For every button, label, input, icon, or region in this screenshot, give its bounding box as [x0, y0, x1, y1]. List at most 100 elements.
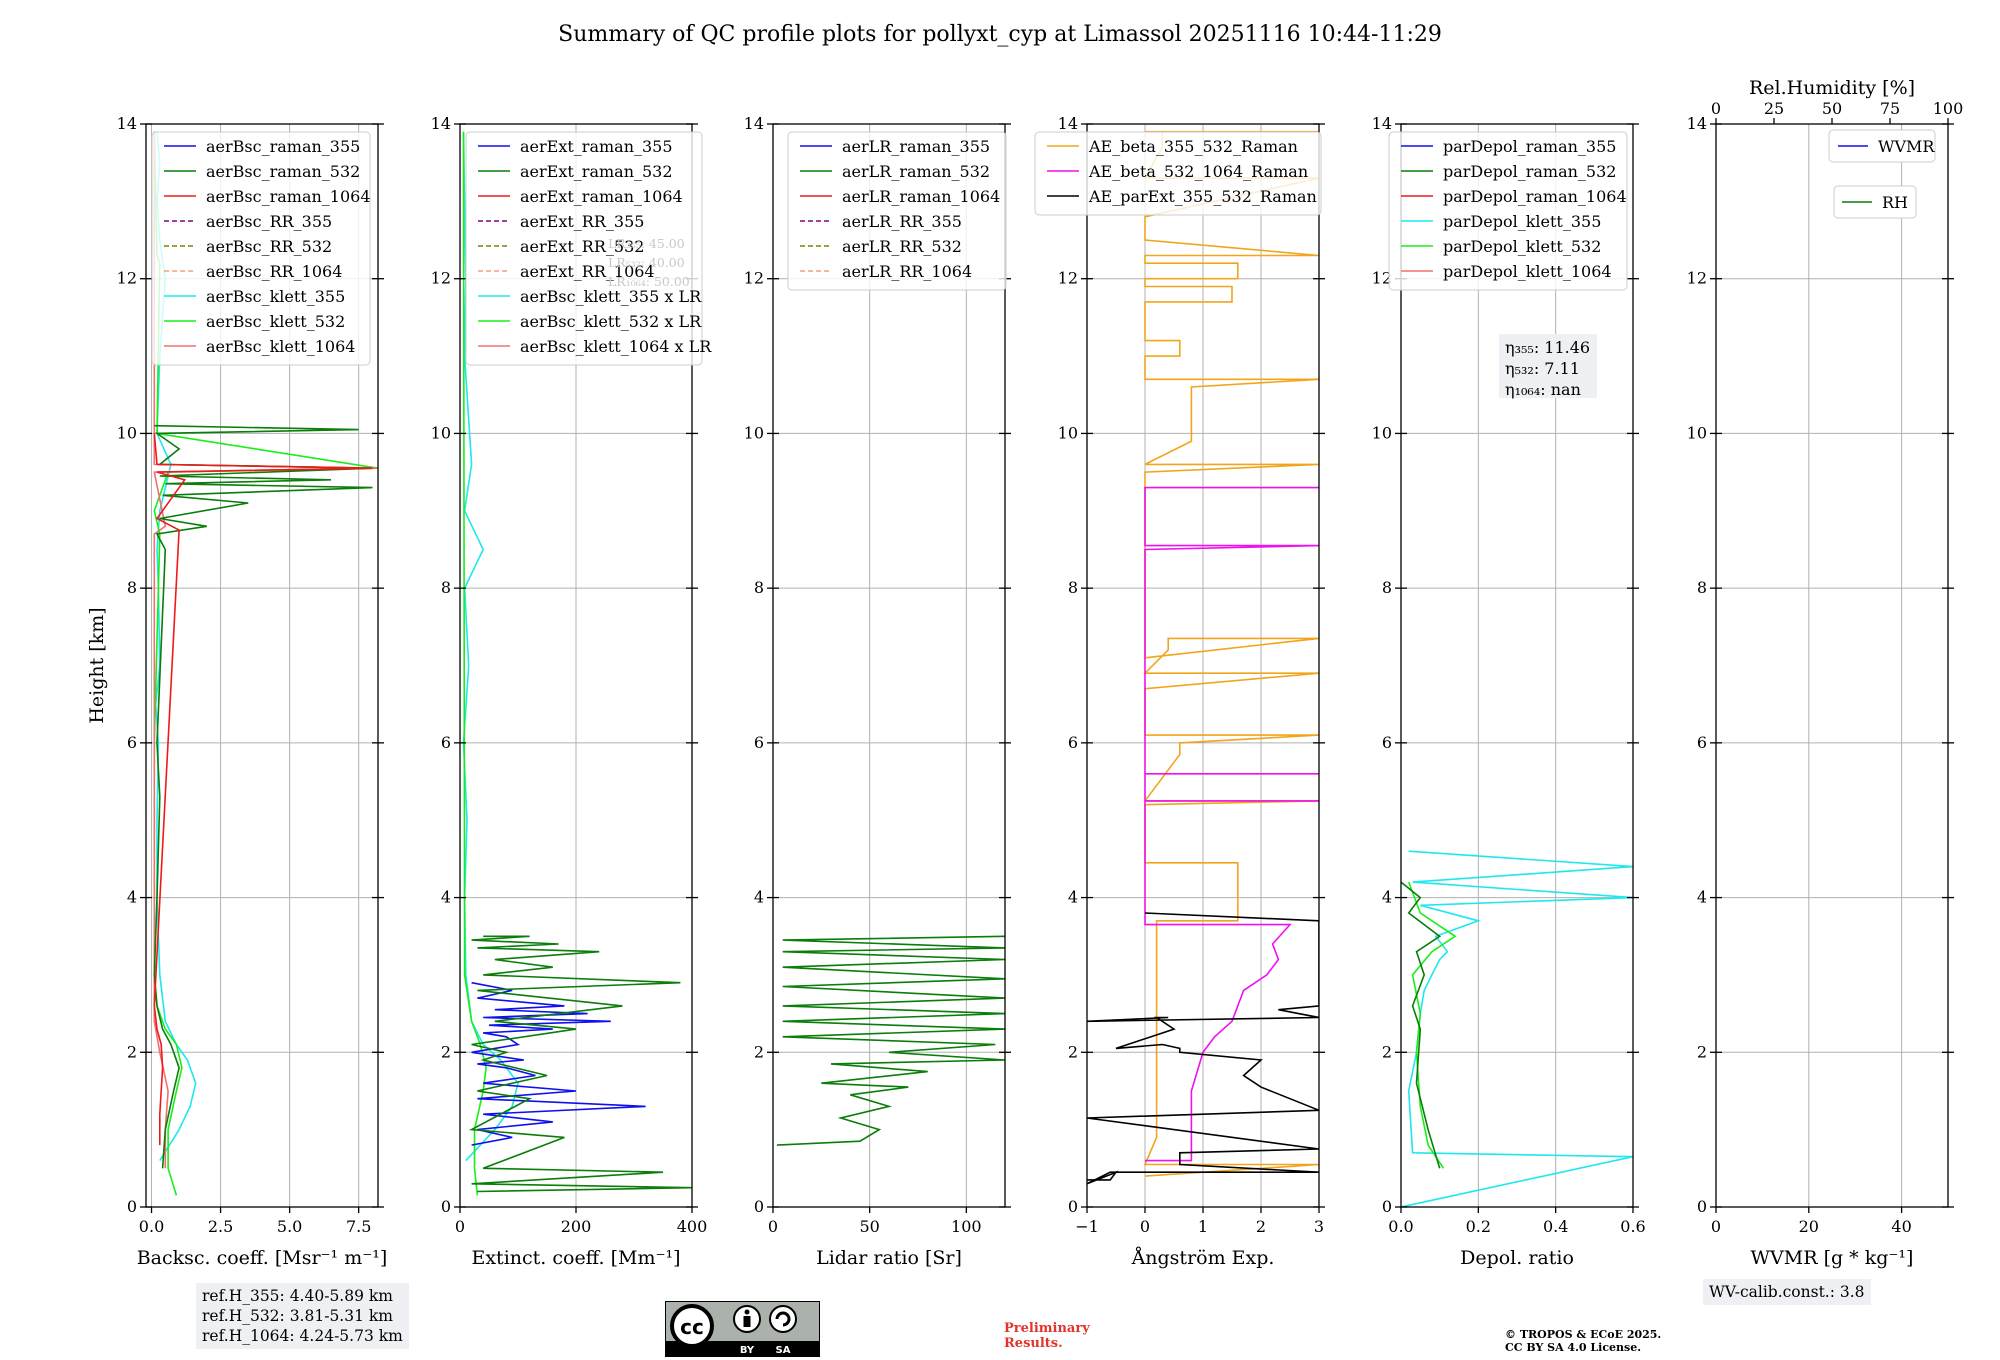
- copyright-line2: CC BY SA 4.0 License.: [1505, 1341, 1642, 1354]
- x-tick-label: 40: [1891, 1217, 1911, 1236]
- panel-depolarization: 0 2 4 6 8 10 12 14 0.0 0.2 0.4 0.6 Depol. ratio parDe…: [1372, 114, 1646, 1269]
- legend-label-aerBsc_klett_355 x LR: aerBsc_klett_355 x LR: [520, 287, 702, 306]
- lr-label: LR₅₃₂: 40.00: [608, 255, 685, 270]
- y-tick-label: 10: [431, 423, 451, 442]
- series-line-aerExt_raman_532: [468, 935, 692, 1193]
- legend-label-aerExt_RR_355: aerExt_RR_355: [520, 212, 644, 231]
- series-line-aerBsc_klett_355 x LR: [462, 131, 519, 1162]
- y-tick-label: 4: [1697, 888, 1707, 907]
- legend-label-aerBsc_klett_1064: aerBsc_klett_1064: [206, 337, 355, 356]
- series-group: [153, 131, 378, 1196]
- series-line-aerExt_raman_355: [471, 981, 646, 1146]
- legend-label-wvmr: WVMR: [1878, 137, 1935, 156]
- y-tick-label: 8: [1382, 578, 1392, 597]
- eta-box-bg: [1499, 334, 1597, 398]
- y-tick-label: 0: [1697, 1197, 1707, 1216]
- preliminary-line1: Preliminary: [1004, 1321, 1090, 1336]
- y-tick-label: 14: [431, 114, 451, 133]
- x-axis-label: Extinct. coeff. [Mm⁻¹]: [471, 1247, 680, 1269]
- legend-label-aerBsc_klett_532: aerBsc_klett_532: [206, 312, 345, 331]
- y-tick-label: 6: [441, 733, 451, 752]
- legend-box: [1828, 129, 1936, 163]
- y-tick-label: 4: [441, 888, 451, 907]
- x-tick-label: 0: [1140, 1217, 1150, 1236]
- svg-text:cc: cc: [680, 1315, 704, 1339]
- y-tick-label: 10: [1058, 423, 1078, 442]
- y-tick-label: 12: [744, 269, 764, 288]
- legend-label-aerLR_raman_532: aerLR_raman_532: [842, 162, 990, 181]
- legend-label-aerBsc_raman_1064: aerBsc_raman_1064: [206, 187, 371, 206]
- y-tick-label: 4: [754, 888, 764, 907]
- x-axis-label: WVMR [g * kg⁻¹]: [1751, 1247, 1914, 1269]
- top-x-axis-label: Rel.Humidity [%]: [1749, 77, 1915, 99]
- x-tick-label: 3: [1314, 1217, 1324, 1236]
- y-tick-label: 12: [1372, 269, 1392, 288]
- legend-label-aerExt_raman_532: aerExt_raman_532: [520, 162, 673, 181]
- x-axis-label: Backsc. coeff. [Msr⁻¹ m⁻¹]: [137, 1247, 388, 1269]
- preliminary-line2: Results.: [1004, 1336, 1063, 1351]
- y-tick-label: 6: [1382, 733, 1392, 752]
- x-tick-label: 0.4: [1543, 1217, 1568, 1236]
- x-axis-label: Lidar ratio [Sr]: [816, 1247, 962, 1269]
- x-tick-label: 2.5: [208, 1217, 233, 1236]
- y-tick-label: 10: [744, 423, 764, 442]
- legend-label-aerBsc_klett_355: aerBsc_klett_355: [206, 287, 345, 306]
- legend: AE_beta_355_532_Raman AE_beta_532_1064_Ra…: [1034, 131, 1322, 216]
- y-tick-label: 4: [1382, 888, 1392, 907]
- y-tick-label: 6: [1697, 733, 1707, 752]
- x-tick-label: 2: [1256, 1217, 1266, 1236]
- x-tick-label: 0: [455, 1217, 465, 1236]
- legend-label-parDepol_klett_1064: parDepol_klett_1064: [1443, 262, 1612, 281]
- legend-box: [787, 131, 1007, 291]
- y-tick-label: 14: [117, 114, 137, 133]
- x-tick-label: 100: [951, 1217, 982, 1236]
- legend-box: [465, 131, 703, 366]
- legend-label-aerBsc_klett_1064 x LR: aerBsc_klett_1064 x LR: [520, 337, 712, 356]
- legend-box: [151, 131, 371, 366]
- series-group: [462, 131, 692, 1196]
- ref-h-1064: ref.H_1064: 4.24-5.73 km: [202, 1327, 403, 1345]
- y-tick-label: 6: [127, 733, 137, 752]
- legend-label-aerLR_raman_1064: aerLR_raman_1064: [842, 187, 1000, 206]
- series-group: [1401, 850, 1633, 1207]
- y-axis-label: Height [km]: [86, 607, 108, 723]
- y-tick-label: 6: [1068, 733, 1078, 752]
- x-tick-label: 0: [1711, 1217, 1721, 1236]
- x-tick-label: 200: [561, 1217, 592, 1236]
- y-tick-label: 2: [1697, 1042, 1707, 1061]
- legend-label-parDepol_klett_355: parDepol_klett_355: [1443, 212, 1601, 231]
- legend: aerBsc_raman_355 aerBsc_raman_532 aerBsc_r…: [151, 131, 371, 366]
- legend-label-parDepol_klett_532: parDepol_klett_532: [1443, 237, 1601, 256]
- series-line-aerLR_raman_532: [776, 935, 1005, 1146]
- x-axis-label: Depol. ratio: [1460, 1247, 1574, 1269]
- y-tick-label: 2: [754, 1042, 764, 1061]
- y-tick-label: 8: [441, 578, 451, 597]
- plot-frame: [772, 123, 1006, 1208]
- eta-label: η₃₅₅: 11.46: [1505, 338, 1590, 357]
- top-x-tick-label: 75: [1880, 99, 1900, 118]
- x-tick-label: 5.0: [277, 1217, 302, 1236]
- panel-lidar-ratio: 0 2 4 6 8 10 12 14 0 50 100 Lidar ratio [Sr] aerLR_r…: [744, 114, 1011, 1269]
- plot-frame: [145, 123, 379, 1208]
- legend-label-aerBsc_RR_355: aerBsc_RR_355: [206, 212, 332, 231]
- y-tick-label: 8: [127, 578, 137, 597]
- legend-wvmr: WVMR: [1828, 129, 1936, 163]
- x-tick-label: 1: [1198, 1217, 1208, 1236]
- x-tick-label: 20: [1799, 1217, 1819, 1236]
- legend-rh: RH: [1833, 185, 1917, 219]
- series-line-aerBsc_raman_1064: [153, 433, 373, 1146]
- y-tick-label: 12: [1058, 269, 1078, 288]
- legend-box: [1388, 131, 1628, 291]
- y-tick-label: 8: [1068, 578, 1078, 597]
- y-tick-label: 0: [1382, 1197, 1392, 1216]
- x-tick-label: 0.0: [1388, 1217, 1413, 1236]
- wv-calib-box: WV-calib.const.: 3.8: [1703, 1279, 1871, 1305]
- y-tick-label: 2: [441, 1042, 451, 1061]
- y-tick-label: 14: [1058, 114, 1078, 133]
- y-tick-label: 0: [754, 1197, 764, 1216]
- x-tick-label: 0.0: [139, 1217, 164, 1236]
- ref-h-532: ref.H_532: 3.81-5.31 km: [202, 1307, 393, 1325]
- x-tick-label: 50: [859, 1217, 879, 1236]
